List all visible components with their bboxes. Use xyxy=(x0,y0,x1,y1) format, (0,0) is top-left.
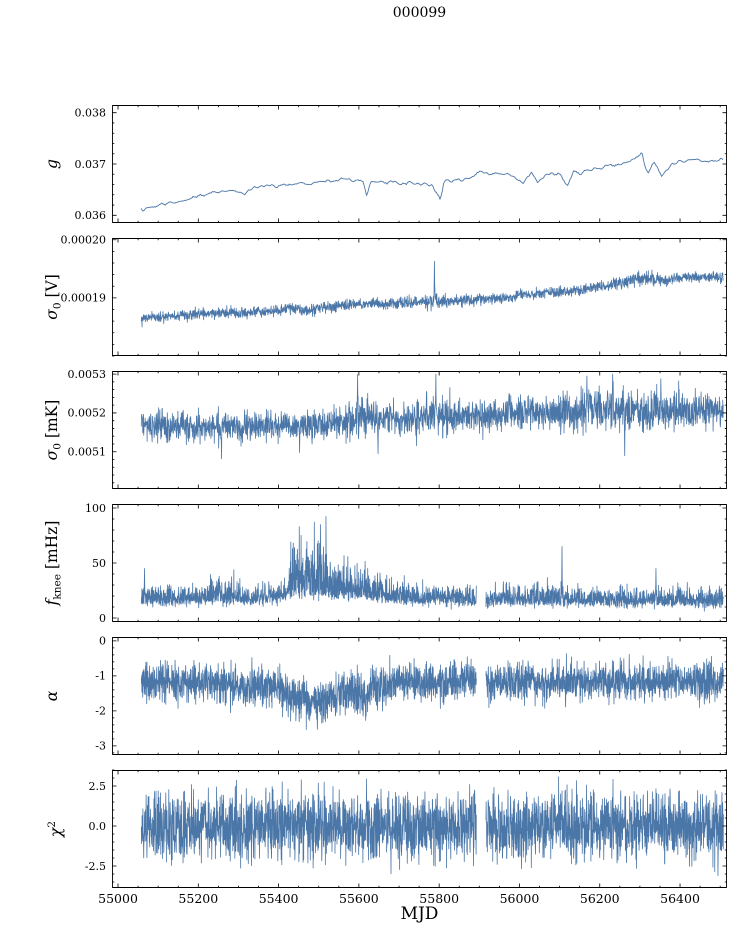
x-axis-label: MJD xyxy=(400,904,439,924)
y-axis-label-part: [mHz] xyxy=(43,520,61,575)
y-axis-label-part: 2 xyxy=(46,820,58,828)
y-axis-label-part: σ xyxy=(43,449,61,461)
y-axis-label-part: knee xyxy=(51,574,64,600)
y-axis-label-part: 0 xyxy=(51,443,64,450)
y-axis-label-part: [V] xyxy=(43,274,61,303)
y-axis-label-part: f xyxy=(43,599,61,606)
y-axis-label-part: 0 xyxy=(51,302,64,310)
y-axis-label-part: g xyxy=(43,159,61,169)
y-axis-label-chi2: χ2 xyxy=(41,744,65,914)
y-axis-label-part: α xyxy=(43,690,61,702)
y-axis-label-part: σ xyxy=(43,309,61,320)
chart-title: 000099 xyxy=(392,5,447,21)
y-axis-label-part: [mK] xyxy=(43,399,61,444)
y-axis-label-part: χ xyxy=(46,827,65,838)
